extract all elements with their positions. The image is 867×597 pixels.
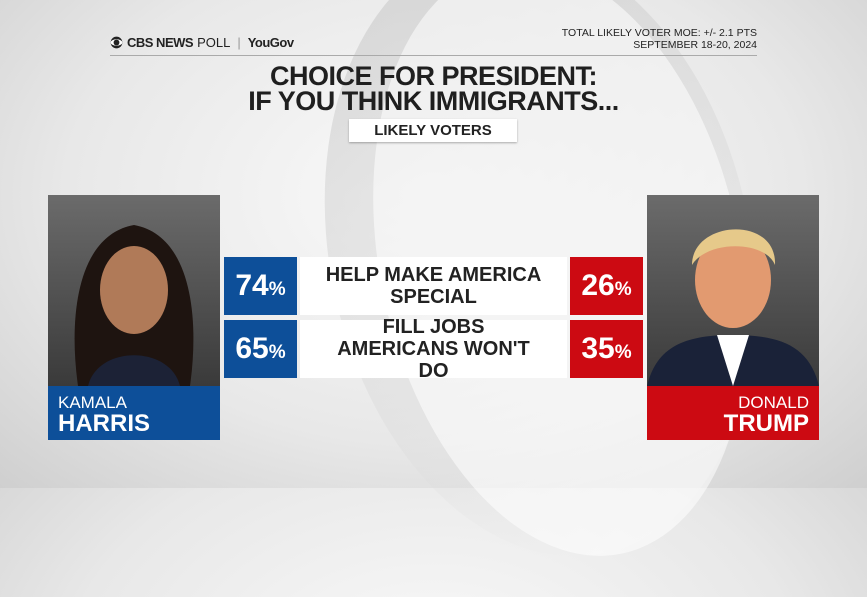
- row-label: HELP MAKE AMERICA SPECIAL: [300, 257, 567, 315]
- divider: [110, 55, 757, 56]
- poll-info: TOTAL LIKELY VOTER MOE: +/- 2.1 PTS SEPTE…: [561, 27, 757, 51]
- cbs-yougov-logo: CBS NEWS POLL | YouGov: [110, 35, 294, 50]
- trump-name-label: DONALD TRUMP: [647, 386, 819, 440]
- table-row: 65% FILL JOBS AMERICANS WON'T DO 35%: [224, 316, 643, 382]
- trump-card: DONALD TRUMP: [647, 195, 819, 440]
- harris-name-label: KAMALA HARRIS: [48, 386, 220, 440]
- trump-value: 26%: [570, 257, 643, 315]
- chart-title: CHOICE FOR PRESIDENT: IF YOU THINK IMMIGR…: [248, 61, 619, 116]
- cbs-eye-icon: [110, 36, 123, 49]
- table-row: 74% HELP MAKE AMERICA SPECIAL 26%: [224, 257, 643, 315]
- harris-card: KAMALA HARRIS: [48, 195, 220, 440]
- subtitle-badge: LIKELY VOTERS: [349, 119, 517, 142]
- harris-value: 74%: [224, 257, 297, 315]
- row-label: FILL JOBS AMERICANS WON'T DO: [300, 316, 567, 382]
- harris-photo: [48, 195, 220, 386]
- harris-value: 65%: [224, 320, 297, 378]
- trump-value: 35%: [570, 320, 643, 378]
- trump-photo: [647, 195, 819, 386]
